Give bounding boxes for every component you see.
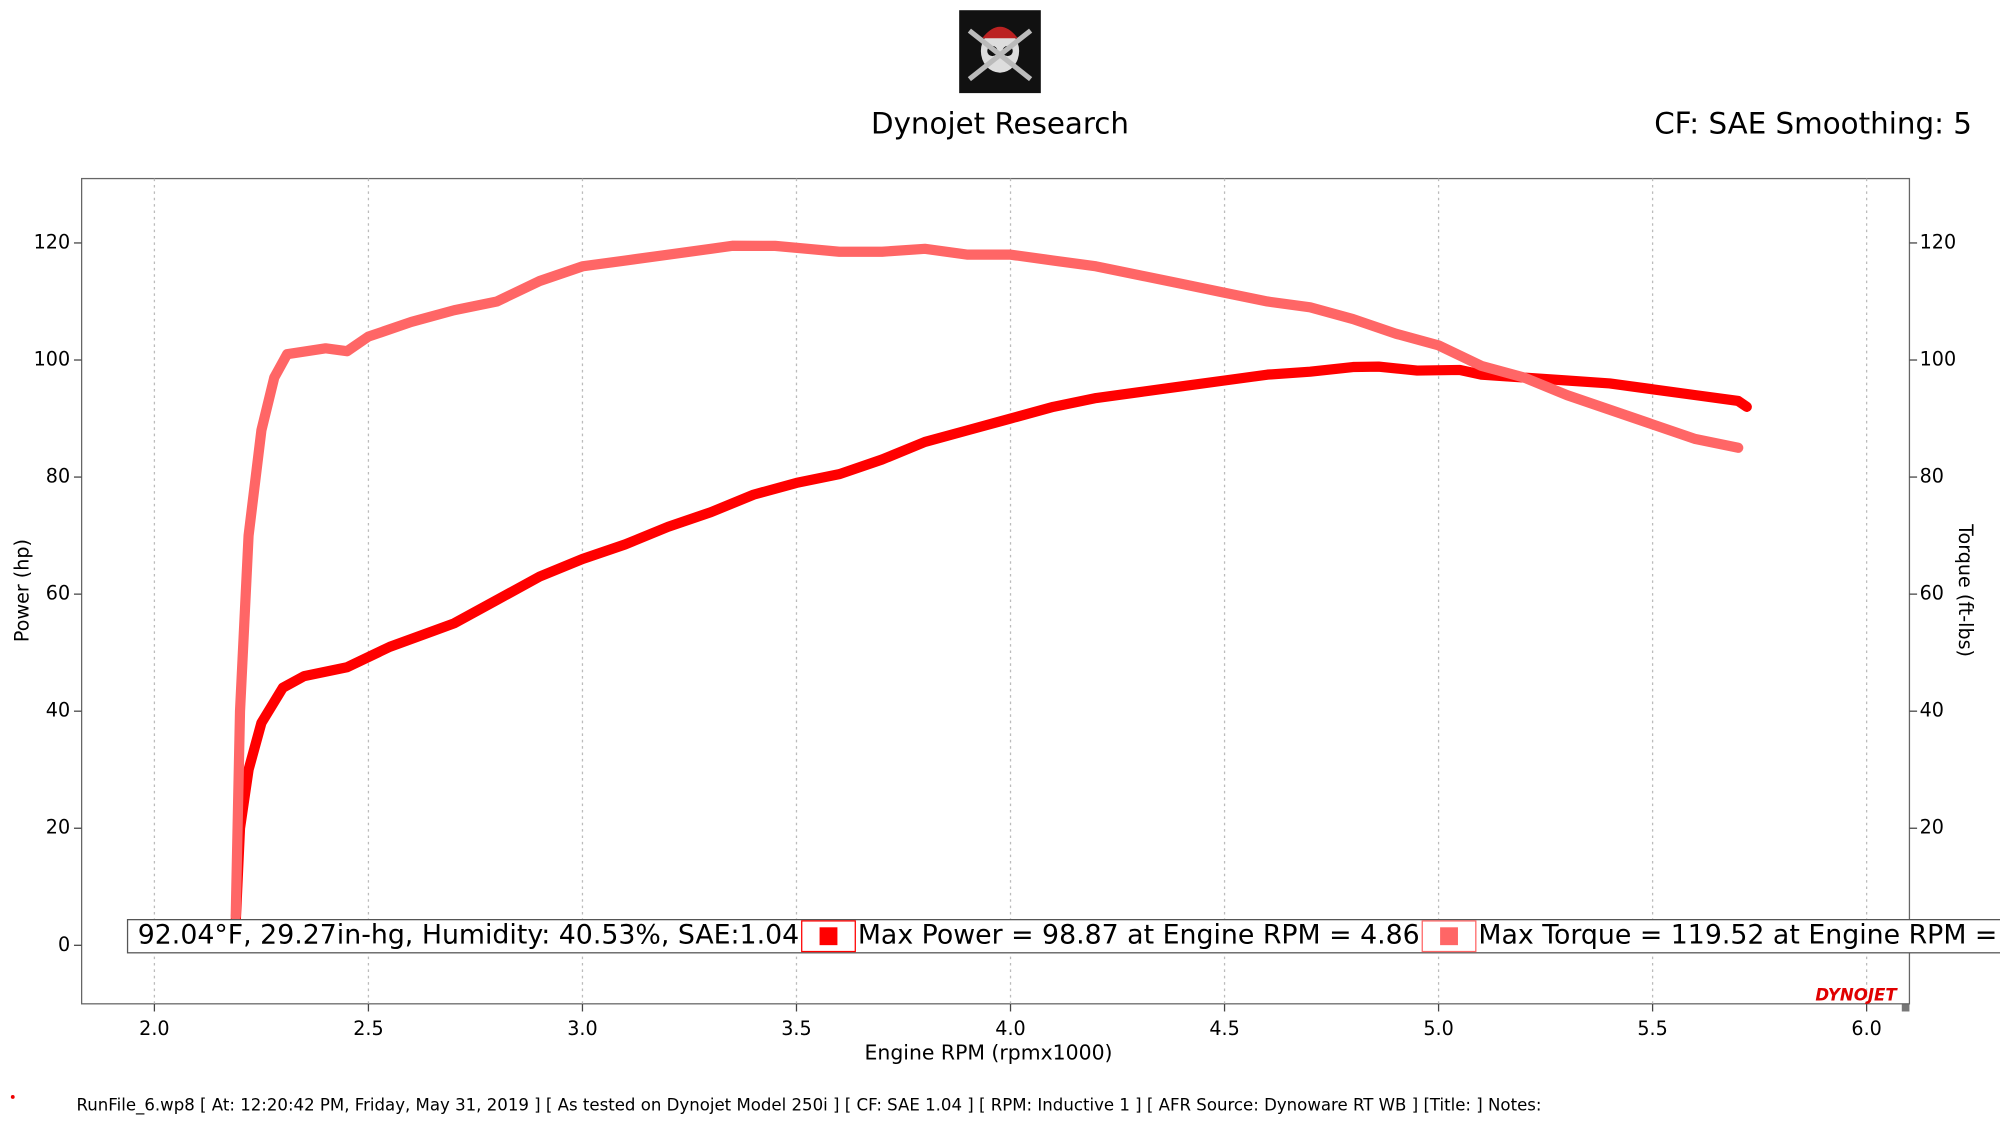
legend-swatch: [1440, 927, 1458, 946]
x-tick-label: 4.5: [1209, 1017, 1239, 1040]
x-tick-label: 3.0: [567, 1017, 597, 1040]
x-tick-label: 5.5: [1637, 1017, 1667, 1040]
plot-area: [80, 177, 1911, 1005]
x-tick-label: 2.5: [353, 1017, 383, 1040]
x-axis-label: Engine RPM (rpmx1000): [865, 1041, 1113, 1065]
y2-tick-label: 20: [1920, 816, 1944, 839]
x-tick-label: 4.0: [995, 1017, 1025, 1040]
y2-tick-label: 80: [1920, 465, 1944, 488]
y2-tick-label: 100: [1920, 348, 1957, 371]
y2-tick-label: 120: [1920, 230, 1957, 253]
y-tick-label: 80: [46, 465, 70, 488]
y-tick-label: 120: [34, 230, 71, 253]
x-tick-label: 3.5: [781, 1017, 811, 1040]
legend-entry: Max Torque = 119.52 at Engine RPM = 3.35: [1478, 920, 2000, 951]
footer: RunFile_6.wp8 [ At: 12:20:42 PM, Friday,…: [77, 1095, 1542, 1115]
x-tick-label: 6.0: [1851, 1017, 1881, 1040]
legend-swatch: [819, 927, 838, 946]
chart-title: Dynojet Research: [871, 106, 1129, 140]
x-tick-label: 2.0: [139, 1017, 169, 1040]
y2-tick-label: 40: [1920, 699, 1944, 722]
legend-entry: Max Power = 98.87 at Engine RPM = 4.86: [858, 920, 1420, 951]
y-tick-label: 40: [46, 699, 70, 722]
watermark: DYNOJET: [1815, 986, 1898, 1005]
y-tick-label: 20: [46, 816, 70, 839]
y-tick-label: 0: [58, 933, 70, 956]
legend-box: [126, 919, 2000, 954]
y2-tick-label: 60: [1920, 582, 1944, 605]
y-tick-label: 100: [34, 348, 71, 371]
logo: [959, 10, 1041, 94]
legend-conditions: 92.04°F, 29.27in-hg, Humidity: 40.53%, S…: [138, 920, 799, 951]
y-axis-label: Power (hp): [10, 539, 33, 642]
y-tick-label: 60: [46, 582, 70, 605]
series-line: [230, 240, 1744, 922]
x-tick-label: 5.0: [1423, 1017, 1453, 1040]
dot: [10, 1095, 15, 1099]
legend: 92.04°F, 29.27in-hg, Humidity: 40.53%, S…: [126, 919, 2000, 954]
settings: CF: SAE Smoothing: 5: [1654, 106, 1972, 140]
y2-axis-label: Torque (ft-lbs): [1954, 523, 1977, 657]
series-line: [230, 361, 1752, 927]
